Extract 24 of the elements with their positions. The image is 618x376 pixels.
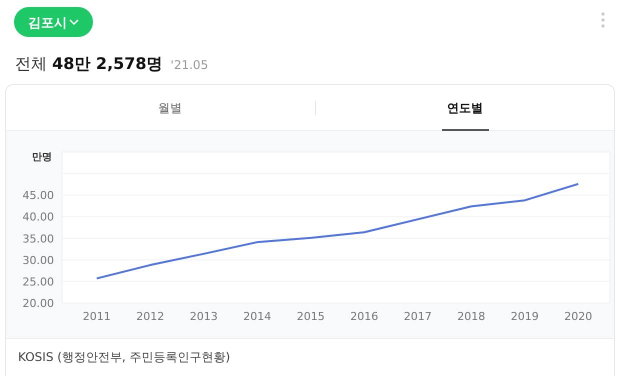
y-tick-label: 35.00 (22, 232, 54, 246)
x-tick-label: 2017 (404, 310, 432, 323)
x-tick-label: 2013 (190, 310, 218, 323)
x-tick-label: 2019 (510, 310, 539, 323)
y-tick-label: 25.00 (22, 275, 54, 288)
chart-title: 전체 48만 2,578명 (15, 54, 163, 73)
x-tick-label: 2018 (457, 310, 486, 323)
x-tick-label: 2016 (350, 310, 378, 323)
y-axis-title: 만명 (32, 152, 52, 163)
y-tick-label: 30.00 (22, 254, 54, 267)
x-tick-label: 2015 (296, 310, 325, 323)
x-tick-label: 2012 (136, 310, 164, 323)
line-series (96, 182, 580, 280)
text: 월별 (158, 101, 182, 115)
y-tick-label: 45.00 (22, 189, 54, 202)
text: 연도별 (447, 101, 483, 115)
y-tick-label: 40.00 (22, 210, 54, 224)
x-tick-label: 2020 (564, 310, 592, 323)
chart-subtitle: '21.05 (170, 58, 208, 72)
text: 김포시 (28, 16, 67, 31)
x-tick-label: 2011 (82, 310, 111, 323)
text: KOSIS (행정안전부, 주민등록인구현황) (18, 350, 230, 364)
x-tick-label: 2014 (243, 310, 272, 323)
y-tick-label: 20.00 (22, 297, 54, 310)
